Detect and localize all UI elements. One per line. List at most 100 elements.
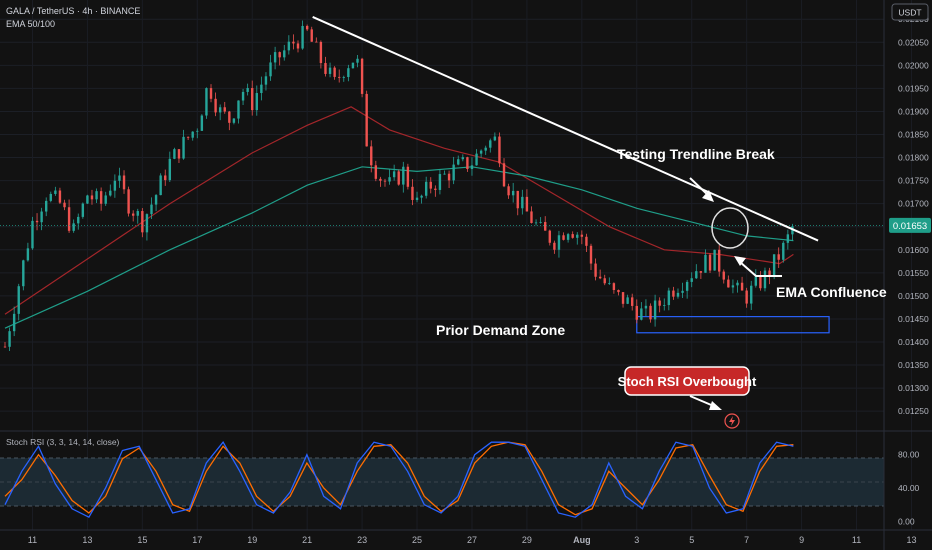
- stoch-badge-arrow: [689, 395, 722, 410]
- candle-up: [287, 35, 291, 55]
- candle-up: [237, 100, 240, 124]
- time-tick-label: 13: [906, 535, 916, 545]
- candle-down: [365, 90, 368, 147]
- candle-up: [754, 269, 758, 288]
- stoch-overbought-badge[interactable]: [624, 366, 750, 396]
- candle-down: [296, 40, 300, 53]
- candle-up: [200, 114, 204, 131]
- time-tick-label: 17: [192, 535, 202, 545]
- candle-up: [118, 167, 121, 188]
- candle-down: [90, 189, 94, 205]
- candle-down: [466, 156, 469, 172]
- ema-100-line: [4, 106, 794, 315]
- candle-up: [8, 327, 11, 352]
- price-tick-label: 0.02000: [898, 60, 929, 70]
- price-tick-label: 0.01450: [898, 314, 929, 324]
- price-tick-label: 0.01750: [898, 176, 929, 186]
- alert-icon[interactable]: [724, 413, 740, 429]
- ema-50-line: [4, 166, 794, 329]
- descending-trendline[interactable]: [312, 16, 819, 242]
- candle-up: [415, 191, 419, 203]
- candle-up: [479, 149, 483, 158]
- candle-up: [420, 194, 423, 204]
- symbol-title: GALA / TetherUS · 4h · BINANCE: [6, 6, 140, 16]
- candle-down: [209, 84, 213, 103]
- candle-up: [283, 44, 286, 61]
- time-tick-label: 29: [522, 535, 532, 545]
- candle-down: [383, 178, 387, 187]
- candle-up: [205, 87, 208, 119]
- candle-down: [777, 247, 780, 268]
- price-axis[interactable]: 0.021000.020500.020000.019500.019000.018…: [898, 14, 929, 416]
- candle-down: [553, 240, 556, 254]
- time-tick-label: 11: [28, 535, 37, 545]
- candle-down: [708, 253, 712, 273]
- time-axis[interactable]: 11 13 15 17 19 21 23 25 27 29 Aug 3 5 7 9 11 13: [28, 535, 917, 545]
- time-tick-label: 13: [82, 535, 92, 545]
- ema-confluence-label: EMA Confluence: [776, 284, 887, 300]
- candle-down: [727, 275, 730, 288]
- candle-up: [608, 277, 611, 285]
- candle-down: [745, 287, 748, 308]
- candle-up: [681, 282, 684, 299]
- stoch-rsi-title: Stoch RSI (3, 3, 14, 14, close): [6, 437, 120, 447]
- candle-down: [507, 183, 510, 199]
- candle-down: [502, 158, 506, 188]
- candle-down: [310, 26, 313, 42]
- candle-up: [489, 138, 492, 153]
- candle-up: [241, 88, 245, 106]
- candle-down: [598, 269, 602, 280]
- candle-down: [429, 177, 432, 194]
- price-tick-label: 0.01500: [898, 291, 929, 301]
- candle-down: [292, 34, 295, 50]
- candle-down: [177, 148, 181, 164]
- candle-up: [218, 104, 222, 121]
- candle-up: [392, 164, 396, 181]
- candle-up: [31, 216, 34, 250]
- stoch-overbought-badge-label: Stoch RSI Overbought: [618, 374, 757, 389]
- time-tick-label: 21: [302, 535, 312, 545]
- candle-up: [273, 46, 277, 70]
- candle-down: [379, 176, 382, 187]
- candle-down: [186, 136, 190, 141]
- candle-down: [594, 258, 597, 281]
- candle-down: [672, 286, 675, 300]
- candle-up: [713, 249, 716, 271]
- candle-up: [457, 155, 460, 166]
- last-price-tag: [889, 217, 931, 233]
- candle-up: [576, 232, 579, 245]
- stoch-tick-label: 0.00: [898, 516, 915, 526]
- price-tick-label: 0.01700: [898, 199, 929, 209]
- candle-down: [631, 293, 634, 311]
- candle-down: [58, 187, 62, 204]
- currency-button[interactable]: USDT: [891, 3, 929, 21]
- candle-up: [667, 287, 671, 311]
- last-price-value: 0.01653: [893, 221, 927, 232]
- price-tick-label: 0.01800: [898, 153, 929, 163]
- candle-down: [360, 57, 364, 98]
- candle-up: [750, 280, 753, 310]
- candle-up: [443, 170, 446, 175]
- candle-down: [397, 169, 400, 186]
- time-tick-label: 11: [852, 535, 861, 545]
- candle-up: [347, 64, 350, 82]
- candle-down: [251, 80, 254, 116]
- candle-up: [782, 241, 785, 263]
- candle-down: [759, 270, 762, 291]
- demand-zone-box[interactable]: [636, 316, 830, 334]
- candle-up: [690, 272, 693, 288]
- ema-indicator-label: EMA 50/100: [6, 19, 55, 29]
- stoch-d-line: [4, 441, 794, 516]
- candle-down: [498, 132, 501, 168]
- candle-up: [351, 62, 355, 69]
- svg-text:USDT: USDT: [898, 8, 921, 18]
- candle-up: [424, 176, 428, 199]
- ema-confluence-arrow: [734, 256, 782, 277]
- breakout-highlight-circle[interactable]: [711, 207, 749, 249]
- candle-up: [685, 279, 689, 299]
- candle-down: [319, 40, 323, 69]
- candle-down: [658, 297, 661, 313]
- candle-up: [22, 259, 25, 291]
- candle-down: [717, 245, 721, 277]
